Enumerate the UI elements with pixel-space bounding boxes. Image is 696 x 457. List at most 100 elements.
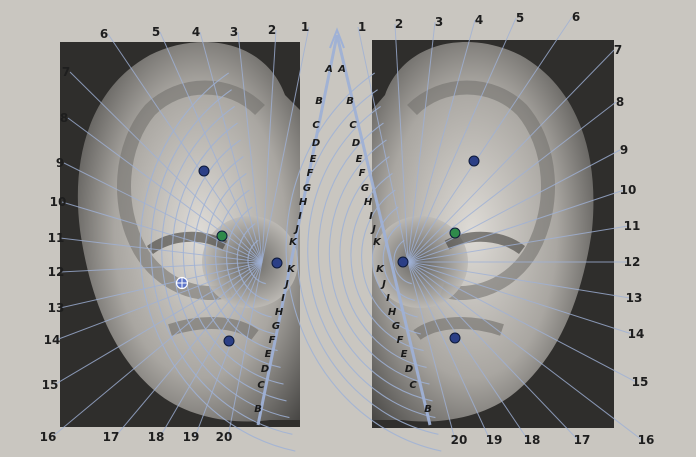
right-grid-arc [372, 206, 418, 318]
right-sector-number-8: 8 [616, 95, 624, 109]
left-grid-arc [204, 172, 278, 352]
right-sector-number-9: 9 [620, 143, 628, 157]
right-zone-letter-upper-I: I [369, 211, 373, 222]
left-zone-letter-upper-J: J [293, 224, 299, 235]
left-grid-arc [226, 206, 272, 318]
left-sector-line [55, 261, 263, 341]
right-sector-number-5: 5 [516, 11, 524, 25]
right-sector-number-20: 20 [451, 433, 468, 447]
right-zone-letter-upper-D: D [352, 138, 360, 149]
right-grid-arc [328, 139, 430, 385]
left-sector-number-13: 13 [48, 301, 65, 315]
right-zone-letter-lower-K: K [376, 264, 385, 275]
left-zone-letter-lower-G: G [272, 321, 280, 332]
left-grid-arc [150, 89, 293, 435]
right-grid-arc [393, 239, 412, 285]
left-zone-letter-upper-A: A [324, 64, 333, 75]
left-sector-line [107, 33, 263, 263]
right-grid-arc [285, 72, 442, 452]
right-zone-letter-lower-I: I [386, 293, 390, 304]
left-sector-line [53, 261, 263, 386]
left-sector-line [59, 261, 263, 309]
left-sector-line [63, 162, 263, 263]
right-zone-letter-upper-A: A [337, 64, 346, 75]
right-zone-letter-lower-D: D [405, 364, 413, 375]
left-zone-letter-lower-K: K [287, 264, 296, 275]
left-sector-line [61, 201, 263, 263]
left-zone-letter-lower-C: C [257, 380, 265, 391]
right-acupoint-blue [468, 155, 480, 167]
right-zone-letter-upper-E: E [356, 154, 363, 165]
left-sector-line [114, 261, 263, 438]
right-sector-number-3: 3 [435, 15, 443, 29]
right-grid-arc [317, 122, 433, 402]
right-sector-line [407, 101, 617, 263]
left-sector-number-11: 11 [48, 231, 65, 245]
left-sector-line [159, 261, 263, 438]
right-sector-number-15: 15 [632, 375, 649, 389]
right-grid-arc [350, 172, 424, 352]
left-sector-number-20: 20 [216, 430, 233, 444]
left-zone-letter-lower-I: I [281, 293, 285, 304]
left-acupoint-blue [198, 165, 210, 177]
right-sector-number-2: 2 [395, 17, 403, 31]
right-zone-letter-lower-E: E [401, 349, 408, 360]
right-sector-line [407, 261, 456, 441]
left-sector-number-17: 17 [103, 430, 120, 444]
right-sector-number-6: 6 [572, 10, 580, 24]
left-sector-number-4: 4 [192, 25, 200, 39]
right-sector-line [407, 19, 476, 263]
right-zone-letter-upper-K: K [373, 237, 382, 248]
left-sector-number-15: 15 [42, 378, 59, 392]
left-sector-line [51, 261, 263, 438]
right-sector-line [407, 261, 637, 383]
left-sector-number-7: 7 [62, 65, 70, 79]
left-acupoint-blue [223, 335, 235, 347]
left-sector-line [261, 26, 310, 263]
left-sector-line [159, 31, 263, 263]
left-acupoint-blue [175, 276, 189, 290]
right-sector-number-12: 12 [624, 255, 641, 269]
left-acupoint-green [216, 230, 228, 242]
left-sector-number-19: 19 [183, 430, 200, 444]
left-sector-number-9: 9 [56, 156, 64, 170]
left-zone-letter-lower-H: H [275, 307, 284, 318]
left-zone-letter-upper-I: I [298, 211, 302, 222]
right-sector-line [407, 16, 573, 263]
right-sector-line [357, 26, 409, 263]
left-zone-letter-upper-F: F [307, 168, 314, 179]
right-zone-letter-upper-H: H [364, 197, 373, 208]
left-zone-letter-upper-K: K [289, 237, 298, 248]
left-sector-number-10: 10 [50, 195, 67, 209]
right-sector-line [407, 261, 633, 335]
left-sector-number-1: 1 [301, 20, 309, 34]
right-sector-line [407, 261, 631, 299]
right-sector-line [407, 225, 629, 263]
left-grid-arc [139, 72, 296, 452]
left-grid-arc [193, 156, 281, 368]
right-sector-line [407, 261, 643, 441]
right-zone-letter-upper-B: B [346, 96, 354, 107]
left-zone-letter-upper-H: H [299, 197, 308, 208]
left-grid-arc [171, 122, 287, 402]
left-sector-line [237, 31, 263, 263]
right-sector-line [407, 21, 436, 263]
left-sector-line [59, 261, 263, 273]
left-zone-letter-lower-J: J [283, 279, 289, 290]
right-sector-line [407, 17, 517, 263]
left-zone-letter-upper-D: D [312, 138, 320, 149]
right-zone-letter-lower-B: B [424, 404, 432, 415]
right-grid-arc [307, 105, 436, 419]
left-sector-line [194, 261, 263, 438]
right-zone-letter-lower-C: C [409, 380, 417, 391]
left-sector-number-3: 3 [230, 25, 238, 39]
left-sector-number-14: 14 [44, 333, 61, 347]
right-zone-letter-upper-J: J [370, 224, 376, 235]
left-acupoint-blue [271, 257, 283, 269]
left-zone-letter-upper-G: G [303, 183, 311, 194]
left-sector-line [59, 237, 263, 263]
right-sector-line [407, 49, 615, 263]
right-sector-line [407, 261, 579, 441]
